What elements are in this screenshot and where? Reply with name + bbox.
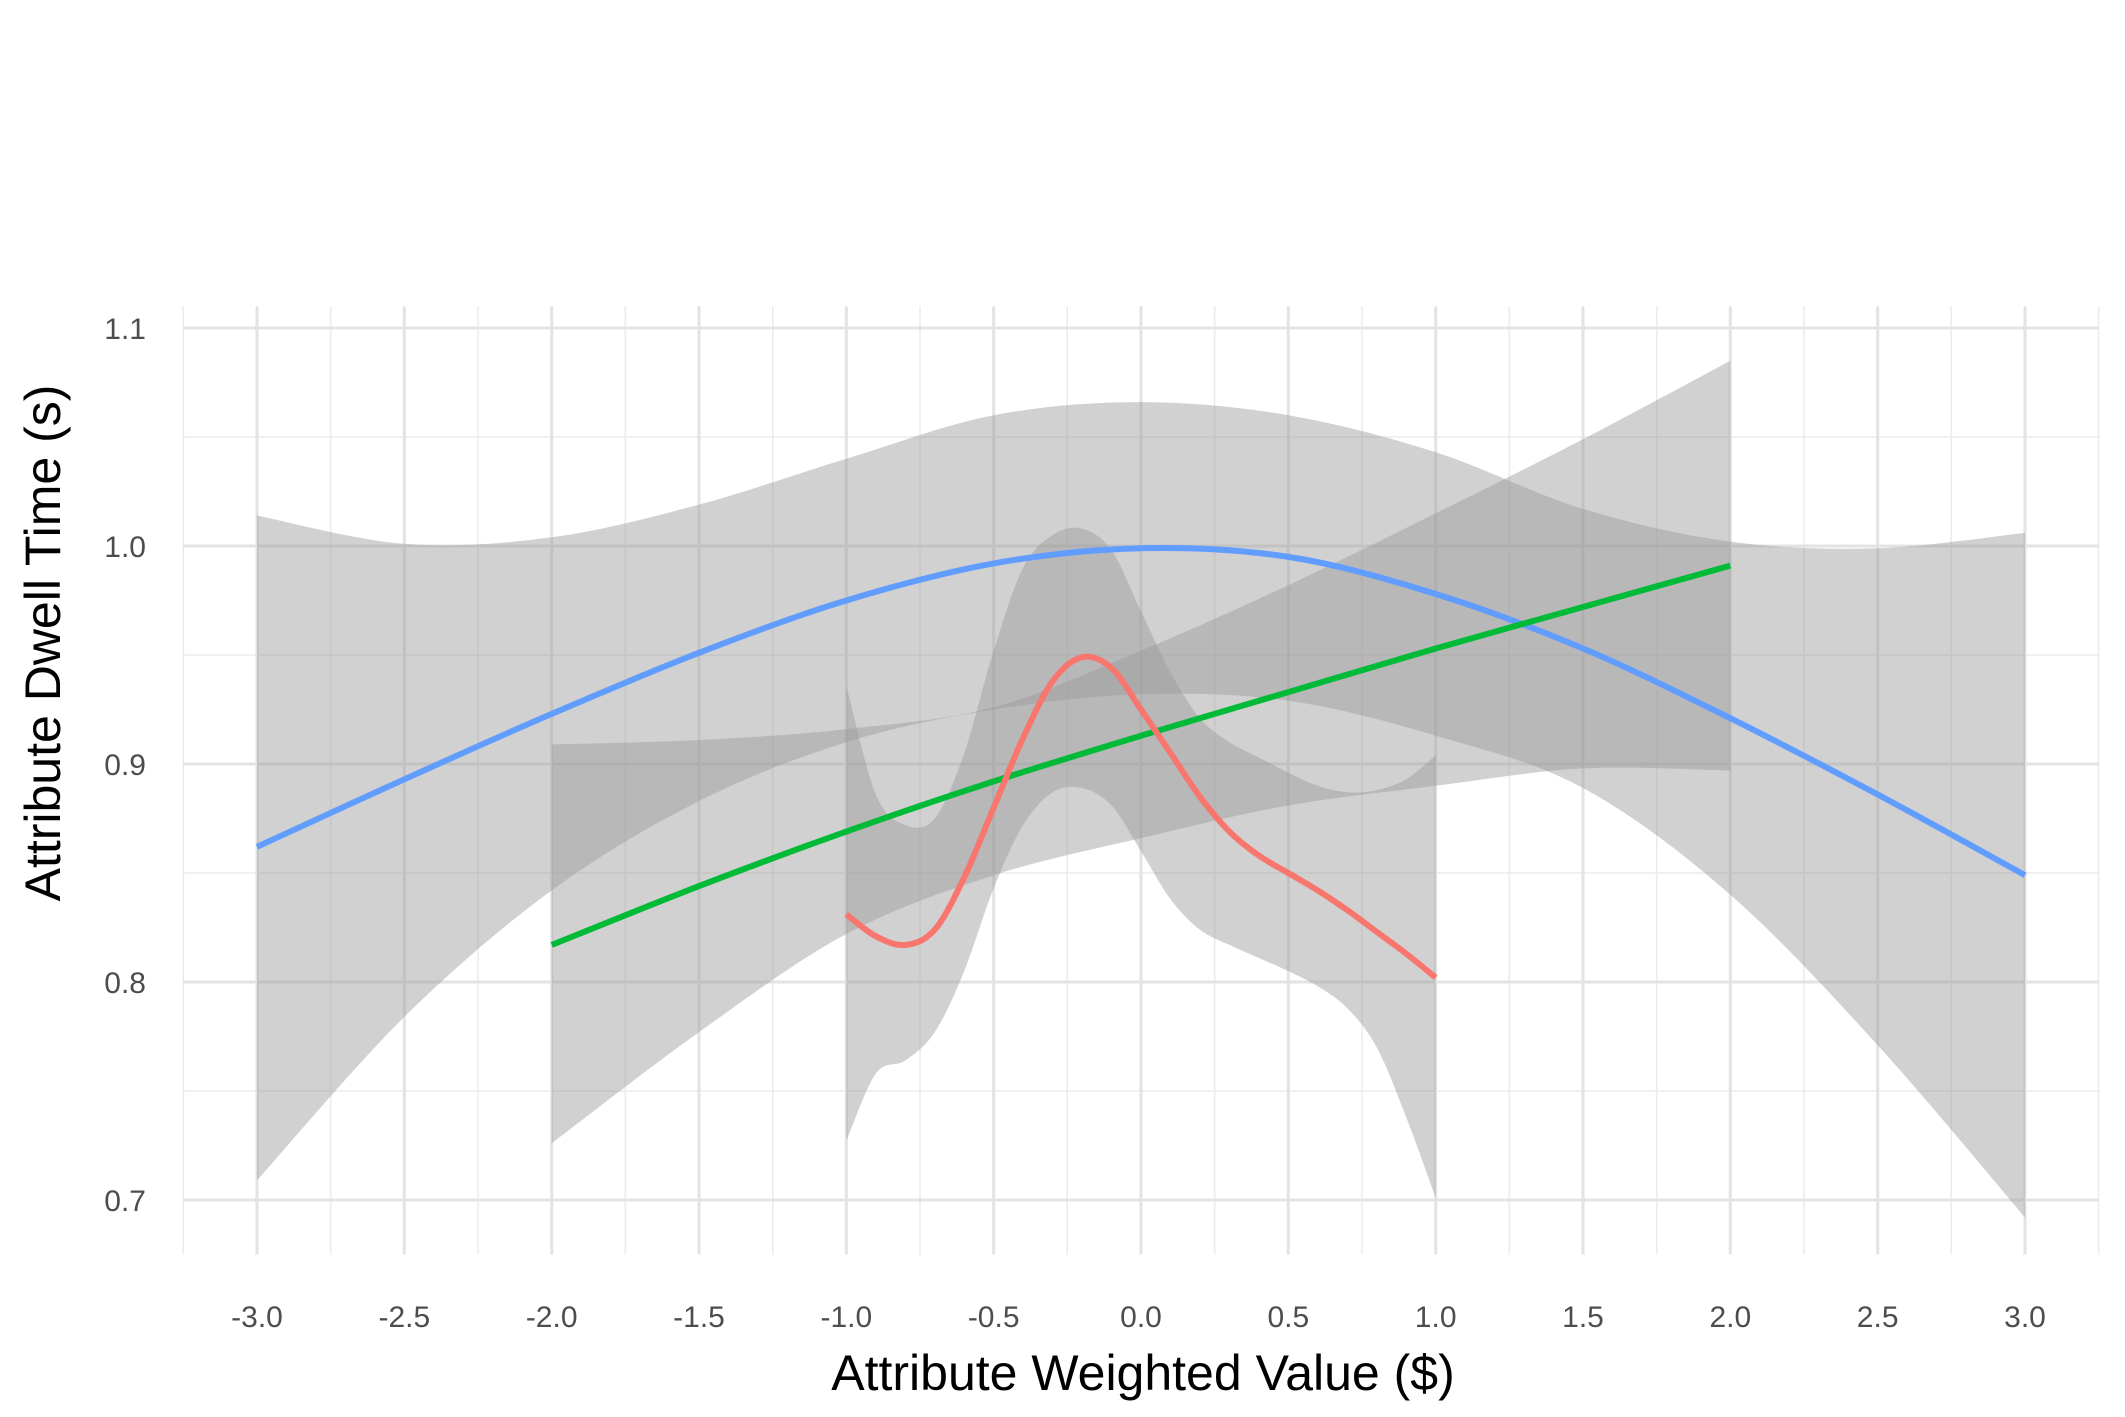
x-tick-label: -0.5	[968, 1301, 1020, 1334]
x-tick-label: -1.5	[673, 1301, 725, 1334]
series-lines	[255, 544, 2027, 980]
x-tick-label: 1.0	[1415, 1301, 1457, 1334]
y-tick-label: 0.7	[104, 1185, 146, 1218]
x-tick-label: 2.0	[1709, 1301, 1751, 1334]
series-line-3	[844, 653, 1438, 980]
confidence-band-3	[846, 527, 1436, 1198]
x-tick-label: -2.5	[378, 1301, 430, 1334]
series-line-1	[255, 544, 2027, 878]
x-tick-label: -3.0	[231, 1301, 283, 1334]
y-tick-label: 1.0	[104, 531, 146, 564]
confidence-band-2	[551, 360, 1731, 1144]
grid	[182, 306, 2100, 1255]
x-tick-label: 0.5	[1267, 1301, 1309, 1334]
y-tick-label: 1.1	[104, 313, 146, 346]
x-tick-label: -1.0	[820, 1301, 872, 1334]
x-tick-label: 1.5	[1562, 1301, 1604, 1334]
y-axis-title: Attribute Dwell Time (s)	[15, 385, 71, 902]
x-tick-labels: -3.0 -2.5 -2.0 -1.5 -1.0 -0.5 0.0 0.5 1.0 1.5 2.0 2…	[231, 1301, 2046, 1334]
x-tick-label: 3.0	[2004, 1301, 2046, 1334]
y-tick-label: 0.8	[104, 967, 146, 1000]
x-tick-label: 0.0	[1120, 1301, 1162, 1334]
x-axis-title: Attribute Weighted Value ($)	[831, 1345, 1455, 1401]
y-tick-label: 0.9	[104, 749, 146, 782]
series-line-2	[550, 562, 1732, 948]
x-tick-label: -2.0	[526, 1301, 578, 1334]
x-tick-label: 2.5	[1857, 1301, 1899, 1334]
y-tick-labels: 0.7 0.8 0.9 1.0 1.1	[104, 313, 146, 1218]
